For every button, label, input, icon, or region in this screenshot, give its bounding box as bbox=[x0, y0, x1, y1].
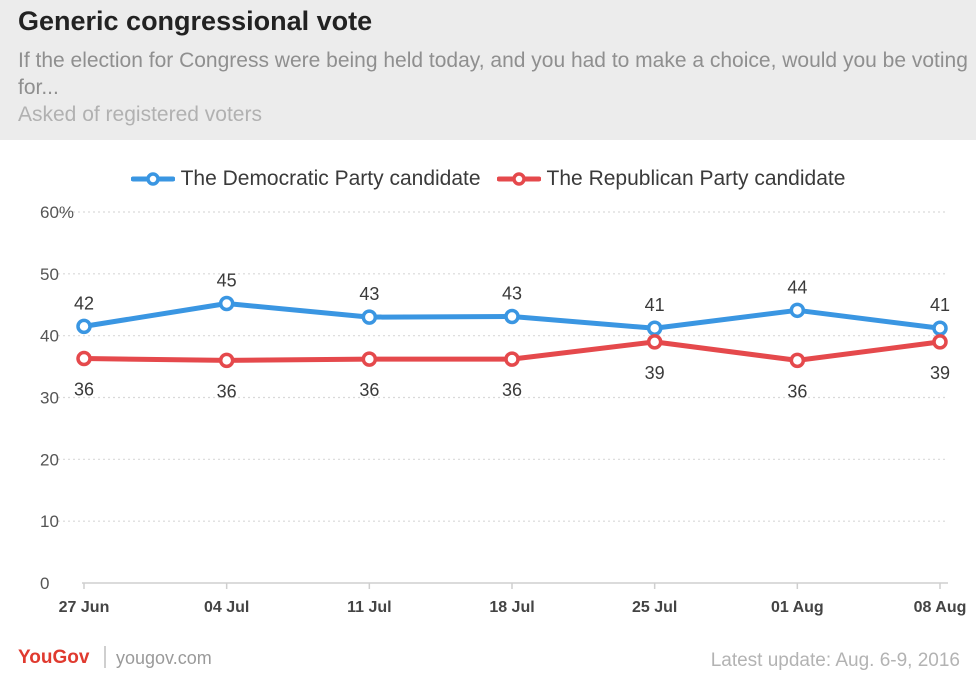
x-tick-label: 18 Jul bbox=[489, 599, 534, 616]
data-point-democratic bbox=[789, 302, 806, 319]
y-tick-label: 40 bbox=[40, 327, 59, 346]
data-label-democratic: 41 bbox=[645, 295, 665, 315]
data-label-republican: 36 bbox=[74, 380, 94, 400]
y-tick-label: 0 bbox=[40, 574, 49, 593]
x-tick-label: 27 Jun bbox=[59, 599, 110, 616]
y-tick-label: 30 bbox=[40, 389, 59, 408]
data-label-republican: 36 bbox=[359, 380, 379, 400]
y-tick-label: 10 bbox=[40, 512, 59, 531]
data-label-republican: 39 bbox=[930, 363, 950, 383]
legend-item-democratic: The Democratic Party candidate bbox=[130, 167, 481, 191]
y-tick-label: 20 bbox=[40, 450, 59, 469]
chart-subtitle: If the election for Congress were being … bbox=[18, 49, 968, 99]
header: Generic congressional vote If the electi… bbox=[0, 0, 976, 140]
footer-divider bbox=[104, 646, 106, 668]
data-point-democratic bbox=[218, 295, 235, 312]
data-point-democratic bbox=[646, 320, 663, 336]
data-point-republican bbox=[361, 351, 378, 367]
data-label-republican: 36 bbox=[787, 381, 807, 401]
x-tick-label: 04 Jul bbox=[204, 599, 249, 616]
legend-item-republican: The Republican Party candidate bbox=[496, 167, 846, 191]
data-point-democratic bbox=[361, 309, 378, 325]
data-label-democratic: 42 bbox=[74, 293, 94, 313]
x-tick-label: 08 Aug bbox=[914, 599, 967, 616]
footer-url[interactable]: yougov.com bbox=[116, 648, 212, 668]
data-point-democratic bbox=[76, 318, 92, 335]
data-point-republican bbox=[504, 351, 520, 367]
data-label-republican: 39 bbox=[645, 363, 665, 383]
x-tick-label: 25 Jul bbox=[632, 599, 677, 616]
latest-update: Latest update: Aug. 6-9, 2016 bbox=[710, 650, 960, 671]
data-point-republican bbox=[218, 352, 235, 369]
data-point-republican bbox=[76, 350, 92, 367]
legend: The Democratic Party candidate The Repub… bbox=[0, 167, 976, 191]
legend-marker-democratic bbox=[130, 172, 175, 186]
legend-marker-republican bbox=[496, 172, 541, 186]
data-label-republican: 36 bbox=[502, 380, 522, 400]
legend-label-democratic: The Democratic Party candidate bbox=[180, 167, 481, 190]
data-label-democratic: 45 bbox=[217, 271, 237, 291]
y-tick-label: 60% bbox=[40, 203, 74, 222]
yougov-logo: YouGov bbox=[18, 647, 90, 668]
x-tick-label: 11 Jul bbox=[347, 599, 391, 616]
chart-title: Generic congressional vote bbox=[18, 6, 373, 36]
data-label-democratic: 44 bbox=[787, 277, 807, 297]
data-point-democratic bbox=[932, 320, 948, 336]
data-point-republican bbox=[789, 352, 806, 369]
chart-note: Asked of registered voters bbox=[18, 103, 262, 126]
legend-label-republican: The Republican Party candidate bbox=[546, 167, 846, 190]
data-point-democratic bbox=[504, 308, 520, 325]
x-tick-label: 01 Aug bbox=[771, 599, 824, 616]
data-point-republican bbox=[646, 334, 663, 350]
data-label-democratic: 41 bbox=[930, 295, 950, 315]
data-label-democratic: 43 bbox=[359, 284, 379, 304]
data-point-republican bbox=[932, 334, 948, 350]
data-label-republican: 36 bbox=[217, 381, 237, 401]
y-tick-label: 50 bbox=[40, 265, 59, 284]
data-label-democratic: 43 bbox=[502, 283, 522, 303]
